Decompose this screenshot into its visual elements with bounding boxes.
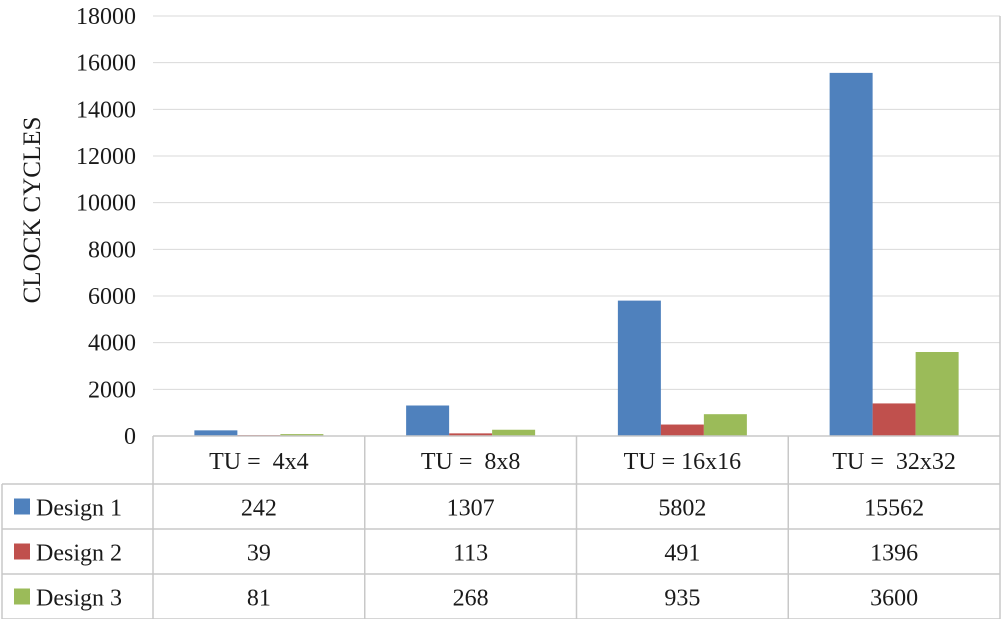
- bar: [406, 405, 450, 436]
- bar: [915, 352, 959, 436]
- y-tick-label: 14000: [76, 97, 136, 123]
- data-label: 268: [453, 586, 489, 612]
- bar: [492, 429, 536, 436]
- y-tick-label: 6000: [88, 284, 136, 310]
- y-tick-label: 10000: [76, 191, 136, 217]
- data-label: 39: [247, 541, 271, 567]
- data-label: 935: [664, 586, 700, 612]
- legend-swatch: [14, 498, 30, 515]
- bar: [280, 434, 324, 436]
- y-axis-label: CLOCK CYCLES: [19, 117, 46, 304]
- series-name: Design 3: [36, 586, 122, 612]
- y-tick-label: 8000: [88, 237, 136, 263]
- bar: [617, 300, 661, 436]
- data-label: 242: [241, 496, 277, 522]
- legend-swatch: [14, 588, 30, 605]
- data-label: 1396: [870, 541, 918, 567]
- data-label: 81: [247, 586, 271, 612]
- y-tick-label: 2000: [88, 377, 136, 403]
- bars: [194, 72, 959, 437]
- category-label: TU = 4x4: [209, 449, 309, 475]
- category-label: TU = 8x8: [421, 449, 521, 475]
- bar: [194, 430, 238, 436]
- data-table: TU = 4x4 TU = 8x8 TU = 16x16 TU = 32x32 Desi…: [1, 16, 1001, 619]
- data-label: 1307: [447, 496, 495, 522]
- y-tick-label: 18000: [76, 4, 136, 30]
- series-name: Design 2: [36, 541, 122, 567]
- data-label: 3600: [870, 586, 918, 612]
- data-label: 113: [453, 541, 488, 567]
- y-tick-label: 16000: [76, 51, 136, 77]
- category-label: TU = 32x32: [832, 449, 956, 475]
- series-name: Design 1: [36, 496, 122, 522]
- bar: [660, 424, 704, 436]
- gridlines: [153, 15, 1000, 437]
- bar: [449, 433, 493, 436]
- data-label: 15562: [864, 496, 924, 522]
- bar: [829, 72, 873, 437]
- y-tick-label: 12000: [76, 144, 136, 170]
- bar: [703, 414, 747, 436]
- y-tick-label: 0: [124, 424, 136, 450]
- category-label: TU = 16x16: [624, 449, 742, 475]
- bar: [872, 403, 916, 436]
- data-label: 491: [664, 541, 700, 567]
- data-label: 5802: [658, 496, 706, 522]
- legend-swatch: [14, 543, 30, 560]
- y-tick-label: 4000: [88, 331, 136, 357]
- y-axis: 0 2000 4000 6000 8000 10000 12000 14000 16000 180…: [76, 4, 136, 450]
